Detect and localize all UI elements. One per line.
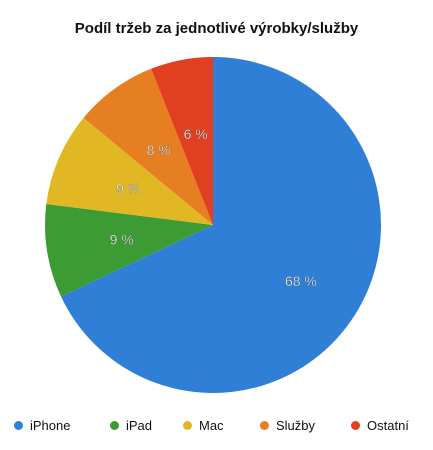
pie-labels: 68 % 9 % 9 % 8 % 6 % [109,126,317,289]
chart-title: Podíl tržeb za jednotlivé výrobky/služby [74,20,359,37]
data-label-iphone: 68 % [285,273,317,289]
legend-swatch [110,420,119,430]
pie-slice-ipad [45,203,213,297]
pie-slice-iphone [60,57,382,393]
data-label-mac: 9 % [116,180,140,196]
legend-label: Ostatní [367,417,409,433]
legend-item-ipad: iPad [110,414,152,436]
pie-slices [45,57,382,393]
legend-label: Mac [199,417,224,433]
legend-swatch [351,420,360,430]
data-label-ostatní: 6 % [184,126,208,142]
legend-label: iPhone [30,417,71,433]
legend-label: iPad [126,417,153,433]
pie-slice-mac [46,117,213,225]
pie-slice-ostatní [151,57,213,225]
data-label-ipad: 9 % [110,231,134,247]
chart-legend: iPhone iPad Mac Služby Ostatní [0,414,433,436]
legend-swatch [14,420,23,430]
pie-slice-služby [83,68,213,226]
legend-item-služby: Služby [260,414,315,436]
legend-swatch [260,420,269,430]
legend-item-ostatní: Ostatní [351,414,409,436]
legend-item-iphone: iPhone [14,414,70,436]
legend-swatch [183,420,192,430]
legend-label: Služby [276,417,316,433]
legend-item-mac: Mac [183,414,224,436]
data-label-služby: 8 % [147,142,171,158]
